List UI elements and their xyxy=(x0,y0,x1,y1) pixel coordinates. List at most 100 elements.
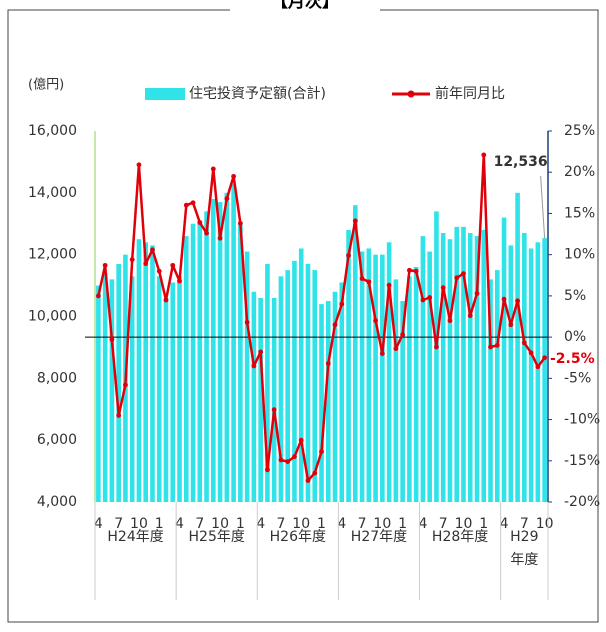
x-tick-label: 7 xyxy=(276,516,285,532)
bar xyxy=(136,239,142,503)
line-marker xyxy=(305,478,311,483)
bar xyxy=(278,276,284,502)
y2-tick-label: -5% xyxy=(564,370,591,386)
line-marker xyxy=(292,454,297,460)
x-tick-label: 4 xyxy=(175,516,184,532)
bar xyxy=(271,297,277,502)
bar xyxy=(413,267,419,502)
bar xyxy=(427,251,432,502)
line-marker xyxy=(488,344,493,350)
line-marker xyxy=(542,355,548,361)
legend-swatch xyxy=(145,88,185,100)
line-marker xyxy=(237,220,243,226)
bar xyxy=(332,291,338,502)
line-marker xyxy=(461,271,466,277)
title-bg xyxy=(230,0,380,20)
line-marker xyxy=(379,351,385,356)
y2-tick-label: 0% xyxy=(564,329,586,345)
x-tick-label: 10 xyxy=(455,516,473,532)
bar xyxy=(420,236,426,502)
line-marker xyxy=(420,297,426,303)
x-tick-label: 7 xyxy=(114,516,123,532)
bar xyxy=(393,279,399,502)
x-tick-label: 7 xyxy=(520,516,529,532)
line-marker xyxy=(271,407,277,413)
line-marker xyxy=(285,459,291,465)
line-marker xyxy=(163,297,169,303)
bar xyxy=(359,251,365,502)
line-marker xyxy=(231,173,237,179)
bar xyxy=(319,304,324,502)
x-tick-label: 1 xyxy=(398,516,407,532)
x-tick-label: 7 xyxy=(358,516,367,532)
line-marker xyxy=(177,278,182,284)
x-tick-label: 4 xyxy=(418,516,427,532)
line-marker xyxy=(224,196,230,202)
bar xyxy=(211,199,216,502)
bar xyxy=(454,226,460,502)
bar xyxy=(305,263,311,502)
line-marker xyxy=(501,296,507,302)
line-marker xyxy=(515,298,520,304)
y-tick-label: 14,000 xyxy=(28,185,77,201)
bar xyxy=(312,270,318,502)
line-marker xyxy=(258,349,264,355)
line-marker xyxy=(494,342,500,348)
bar xyxy=(407,276,412,502)
y-tick-label: 10,000 xyxy=(28,309,77,325)
bar xyxy=(447,239,453,503)
line-marker xyxy=(123,382,128,388)
line-marker xyxy=(183,202,189,208)
bar xyxy=(325,301,331,502)
line-marker xyxy=(116,413,122,418)
bar xyxy=(177,276,182,502)
line-marker xyxy=(346,253,351,258)
group-label: H27年度 xyxy=(351,529,407,545)
bar xyxy=(129,276,135,502)
y2-tick-label: -15% xyxy=(564,453,600,469)
x-tick-label: 4 xyxy=(337,516,346,532)
line-marker xyxy=(366,279,372,285)
bar xyxy=(102,273,108,502)
bar xyxy=(386,242,392,503)
line-marker xyxy=(143,261,149,267)
x-tick-label: 10 xyxy=(373,516,391,532)
line-marker xyxy=(265,467,270,473)
x-tick-label: 4 xyxy=(94,516,103,532)
bar xyxy=(434,211,439,502)
y-tick-label: 12,000 xyxy=(28,247,77,263)
bar xyxy=(461,226,466,502)
line-marker xyxy=(129,257,135,263)
x-tick-label: 1 xyxy=(155,516,164,532)
y2-tick-label: -20% xyxy=(564,494,600,510)
bar xyxy=(542,238,547,502)
y2-tick-label: 5% xyxy=(564,288,586,304)
line-marker xyxy=(440,285,446,291)
bar xyxy=(467,233,473,502)
line-marker xyxy=(197,220,203,225)
line-marker xyxy=(467,313,473,319)
y2-tick-label: 15% xyxy=(564,205,595,221)
line-marker xyxy=(204,230,209,236)
x-tick-label: 10 xyxy=(211,516,229,532)
line-marker xyxy=(400,332,406,338)
group-label: H29 年度 xyxy=(510,529,538,568)
legend-label: 前年同月比 xyxy=(435,85,505,102)
bar xyxy=(528,248,534,502)
line-marker xyxy=(332,322,338,328)
bar xyxy=(522,233,527,502)
line-marker xyxy=(102,262,108,268)
x-tick-label: 7 xyxy=(439,516,448,532)
line-marker xyxy=(278,457,284,463)
bar xyxy=(501,217,507,503)
bar xyxy=(258,297,263,502)
bar xyxy=(190,223,196,502)
bar xyxy=(366,248,372,502)
group-label: H28年度 xyxy=(432,529,488,545)
leader-line xyxy=(540,175,546,239)
line-marker xyxy=(312,470,318,476)
line-value-label: -2.5% xyxy=(550,351,595,367)
y-tick-label: 4,000 xyxy=(37,494,77,510)
y-tick-label: 8,000 xyxy=(37,370,77,386)
bar-value-label: 12,536 xyxy=(494,154,548,170)
